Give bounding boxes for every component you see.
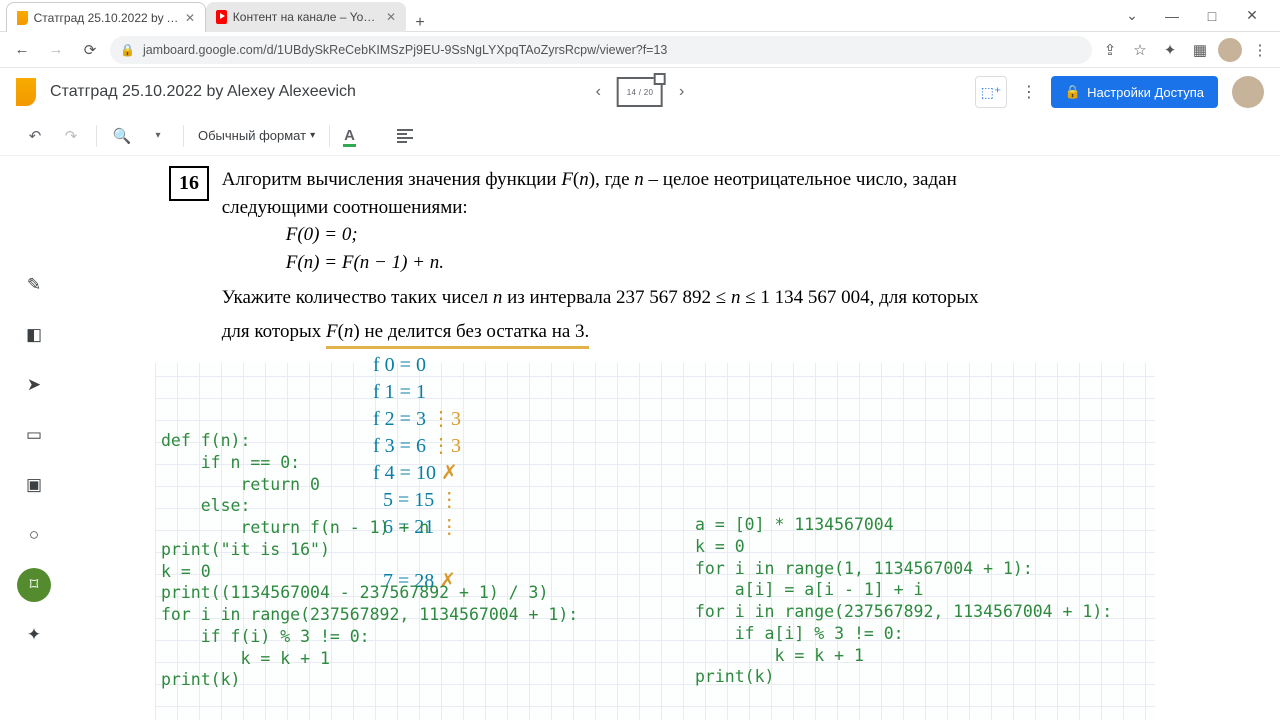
jam-board[interactable]: 16 Алгоритм вычисления значения функции … — [155, 156, 1155, 720]
frame-prev-button[interactable]: ‹ — [596, 83, 601, 101]
image-tool[interactable]: ▣ — [17, 468, 51, 502]
sticky-note-tool[interactable]: ▭ — [17, 418, 51, 452]
format-dropdown[interactable]: Обычный формат▾ — [198, 128, 315, 143]
problem-text: ≤ 1 134 567 004, для которых — [741, 287, 979, 308]
lock-icon: 🔒 — [120, 43, 135, 57]
more-options-icon[interactable]: ⋮ — [1021, 82, 1037, 102]
jamboard-header: Статград 25.10.2022 by Alexey Alexeevich… — [0, 68, 1280, 116]
pen-tool[interactable]: ✎ — [17, 268, 51, 302]
share-button[interactable]: 🔒 Настройки Доступа — [1051, 76, 1218, 108]
text-color-button[interactable]: A — [344, 127, 355, 144]
tab-title: Статград 25.10.2022 by Alexey A… — [34, 11, 179, 25]
format-toolbar: ↶ ↷ 🔍 ▾ Обычный формат▾ A — [0, 116, 1280, 156]
chrome-menu-icon[interactable]: ⋮ — [1248, 41, 1272, 59]
nav-reload-icon[interactable]: ⟳ — [76, 36, 104, 64]
share-icon[interactable]: ⇪ — [1098, 41, 1122, 59]
problem-text: из интервала 237 567 892 ≤ — [502, 287, 731, 308]
document-title[interactable]: Статград 25.10.2022 by Alexey Alexeevich — [50, 83, 356, 101]
select-tool[interactable]: ➤ — [17, 368, 51, 402]
problem-text: Укажите количество таких чисел — [222, 287, 493, 308]
tab-title: Контент на канале – YouTube St… — [233, 10, 380, 24]
nav-forward-icon[interactable]: → — [42, 36, 70, 64]
format-label: Обычный формат — [198, 128, 306, 143]
code-left: def f(n): if n == 0: return 0 else: retu… — [161, 430, 578, 691]
zoom-icon[interactable]: 🔍 — [111, 127, 133, 145]
jamboard-logo-icon[interactable] — [16, 78, 36, 106]
window-caret-icon[interactable]: ⌄ — [1112, 7, 1152, 24]
equation: F(n) = F(n − 1) + n. — [286, 252, 444, 273]
task-number: 16 — [169, 166, 209, 201]
undo-button[interactable]: ↶ — [24, 127, 46, 145]
youtube-favicon — [216, 10, 227, 24]
nav-back-icon[interactable]: ← — [8, 36, 36, 64]
separator — [96, 125, 97, 147]
browser-tab-active[interactable]: Статград 25.10.2022 by Alexey A… ✕ — [6, 2, 206, 32]
problem-text: , где — [595, 169, 634, 190]
code-right: a = [0] * 1134567004 k = 0 for i in rang… — [695, 514, 1112, 688]
window-close-icon[interactable]: ✕ — [1232, 7, 1272, 24]
eraser-tool[interactable]: ◧ — [17, 318, 51, 352]
share-button-label: Настройки Доступа — [1087, 85, 1204, 100]
new-tab-button[interactable]: + — [406, 14, 434, 32]
browser-address-bar: ← → ⟳ 🔒 jamboard.google.com/d/1UBdySkReC… — [0, 32, 1280, 68]
separator — [329, 125, 330, 147]
equation: F(0) = 0; — [286, 224, 358, 245]
jamboard-favicon — [17, 11, 28, 25]
extensions-puzzle-icon[interactable]: ✦ — [1158, 41, 1182, 59]
frame-counter: 14 / 20 — [627, 88, 654, 97]
underlined-phrase: F(n) не делится без остатка на 3. — [326, 318, 589, 350]
canvas-area: ✎ ◧ ➤ ▭ ▣ ○ ⌑ ✦ 16 Алгоритм вычисления з… — [0, 156, 1280, 720]
address-url: jamboard.google.com/d/1UBdySkReCebKIMSzP… — [143, 43, 667, 57]
shape-tool[interactable]: ○ — [17, 518, 51, 552]
address-field[interactable]: 🔒 jamboard.google.com/d/1UBdySkReCebKIMS… — [110, 36, 1092, 64]
lock-icon: 🔒 — [1065, 84, 1081, 100]
zoom-dropdown-icon[interactable]: ▾ — [147, 130, 169, 141]
side-toolbar: ✎ ◧ ➤ ▭ ▣ ○ ⌑ ✦ — [14, 268, 54, 652]
tab-close-icon[interactable]: ✕ — [185, 11, 195, 25]
frame-navigator: ‹ 14 / 20 › — [596, 77, 685, 107]
profile-avatar[interactable] — [1218, 38, 1242, 62]
user-avatar[interactable] — [1232, 76, 1264, 108]
frame-next-button[interactable]: › — [679, 83, 684, 101]
problem-statement: 16 Алгоритм вычисления значения функции … — [155, 156, 1155, 363]
window-minimize-icon[interactable]: — — [1152, 8, 1192, 24]
present-icon[interactable]: ⬚⁺ — [975, 76, 1007, 108]
align-button[interactable] — [397, 127, 413, 145]
window-maximize-icon[interactable]: □ — [1192, 8, 1232, 24]
separator — [183, 125, 184, 147]
laser-tool[interactable]: ✦ — [17, 618, 51, 652]
grid-apps-icon[interactable]: ▦ — [1188, 41, 1212, 59]
browser-tab[interactable]: Контент на канале – YouTube St… ✕ — [206, 2, 406, 32]
browser-tabstrip: Статград 25.10.2022 by Alexey A… ✕ Конте… — [0, 0, 434, 32]
frame-thumbnail[interactable]: 14 / 20 — [617, 77, 663, 107]
text-tool[interactable]: ⌑ — [17, 568, 51, 602]
bookmark-star-icon[interactable]: ☆ — [1128, 41, 1152, 59]
tab-close-icon[interactable]: ✕ — [386, 10, 396, 24]
redo-button[interactable]: ↷ — [60, 127, 82, 145]
problem-text: Алгоритм вычисления значения функции — [222, 169, 562, 190]
